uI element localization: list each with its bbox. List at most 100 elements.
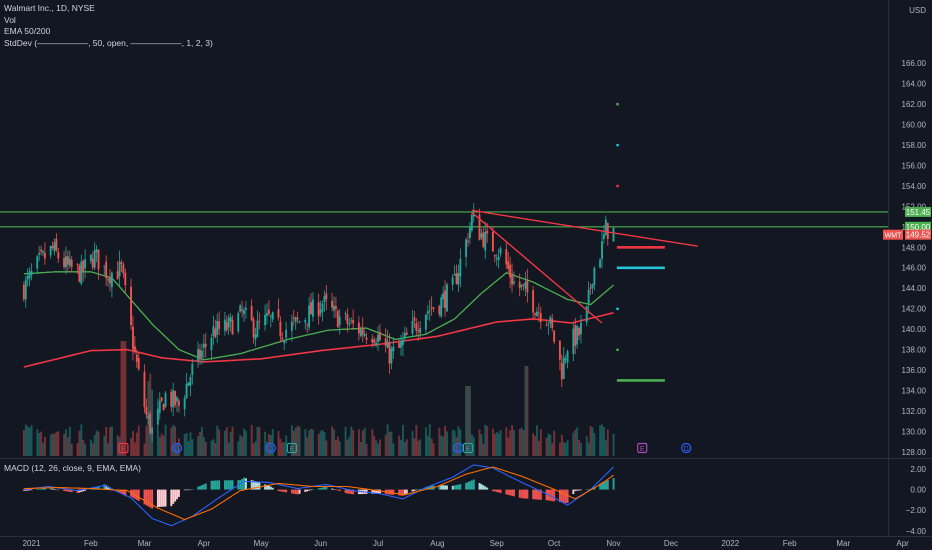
candle-body bbox=[107, 279, 110, 281]
histogram-bar bbox=[392, 489, 395, 495]
histogram-bar bbox=[296, 489, 299, 495]
candle bbox=[495, 253, 498, 267]
histogram-bar bbox=[536, 489, 538, 500]
volume-bar bbox=[174, 426, 177, 456]
volume-bar bbox=[78, 430, 81, 456]
candle-body bbox=[271, 312, 274, 320]
candle-body bbox=[76, 264, 79, 265]
candle bbox=[135, 349, 138, 368]
stddev-marks bbox=[616, 102, 665, 382]
candle-body bbox=[158, 400, 161, 413]
candle-body bbox=[53, 242, 56, 252]
price-tick-label: 136.00 bbox=[902, 366, 927, 375]
candle bbox=[229, 313, 232, 332]
histogram-bar bbox=[24, 489, 27, 491]
candle bbox=[526, 268, 529, 303]
histogram-bar bbox=[254, 481, 257, 490]
candle bbox=[551, 313, 554, 332]
volume-bar bbox=[95, 430, 98, 456]
volume-bar bbox=[229, 431, 232, 456]
histogram-bar bbox=[335, 489, 337, 491]
histogram-bar bbox=[279, 489, 282, 492]
candle-body bbox=[497, 256, 500, 261]
histogram-bar bbox=[57, 489, 60, 491]
candle bbox=[336, 308, 339, 328]
volume-bar bbox=[572, 432, 575, 456]
candle-body bbox=[350, 320, 353, 322]
candle-body bbox=[68, 258, 71, 266]
candle-body bbox=[455, 273, 458, 284]
candle bbox=[392, 337, 395, 359]
volume-bar bbox=[469, 386, 471, 456]
candle-body bbox=[526, 279, 529, 293]
candle-body bbox=[457, 273, 460, 285]
level-price-label: 150.00 bbox=[905, 221, 931, 232]
histogram-bar bbox=[415, 489, 418, 491]
candle-body bbox=[202, 343, 205, 348]
last-price-box bbox=[905, 229, 931, 240]
time-tick-label: 2022 bbox=[721, 539, 739, 548]
price-tick-label: 148.00 bbox=[902, 243, 927, 252]
histogram-bar bbox=[604, 480, 607, 490]
volume-bar bbox=[601, 424, 604, 456]
candle-body bbox=[143, 371, 146, 408]
candle-body bbox=[352, 320, 355, 324]
price-tick-label: 128.00 bbox=[902, 448, 927, 457]
volume-bar bbox=[518, 429, 521, 456]
candle-body bbox=[445, 284, 448, 312]
histogram-bar bbox=[562, 489, 565, 503]
candle bbox=[415, 318, 418, 336]
candle-body bbox=[403, 333, 406, 339]
earnings-marker bbox=[462, 442, 474, 454]
currency-label: USD bbox=[909, 6, 926, 15]
time-tick-label: Mar bbox=[138, 539, 152, 548]
candle bbox=[522, 283, 525, 291]
volume-bar bbox=[576, 427, 579, 456]
volume-bar bbox=[218, 429, 221, 456]
histogram-bar bbox=[390, 489, 393, 495]
price-tick-label: 142.00 bbox=[902, 305, 927, 314]
candle bbox=[174, 390, 177, 408]
volume-bar bbox=[187, 441, 190, 456]
volume-bar bbox=[346, 439, 349, 456]
earnings-letter: E bbox=[466, 446, 471, 453]
volume-bar bbox=[593, 433, 596, 456]
candle bbox=[281, 332, 284, 342]
macd-tick-label: −2.00 bbox=[906, 506, 927, 515]
histogram-bar bbox=[402, 489, 404, 496]
candle bbox=[513, 271, 515, 286]
volume-bar bbox=[350, 426, 353, 456]
histogram-bar bbox=[331, 488, 334, 490]
candle-body bbox=[223, 319, 226, 331]
candle-body bbox=[269, 315, 272, 317]
volume-bar bbox=[290, 425, 293, 456]
histogram-bar bbox=[551, 489, 554, 502]
volume-bar bbox=[189, 432, 192, 456]
histogram-bar bbox=[176, 489, 179, 500]
candle-body bbox=[49, 246, 52, 256]
candle bbox=[331, 292, 334, 312]
candle-body bbox=[534, 313, 536, 315]
volume-bar bbox=[482, 443, 485, 456]
volume-bar bbox=[384, 434, 387, 456]
candle-body bbox=[216, 320, 219, 335]
price-tick-label: 152.00 bbox=[902, 202, 927, 211]
candle-body bbox=[80, 261, 83, 284]
volume-bar bbox=[243, 428, 246, 456]
candle bbox=[28, 267, 31, 287]
histogram-bar bbox=[606, 480, 609, 490]
candle-body bbox=[348, 323, 351, 325]
event-marker: D bbox=[681, 442, 692, 454]
candle bbox=[80, 254, 83, 286]
volume-bar bbox=[200, 427, 203, 456]
volume-bar bbox=[308, 430, 311, 456]
candle bbox=[445, 282, 448, 312]
candle bbox=[398, 339, 401, 349]
candle bbox=[377, 326, 379, 351]
volume-bar bbox=[371, 429, 374, 456]
candle-body bbox=[279, 321, 282, 337]
candle bbox=[199, 344, 201, 365]
candle-body bbox=[97, 249, 100, 270]
candle bbox=[507, 251, 510, 274]
